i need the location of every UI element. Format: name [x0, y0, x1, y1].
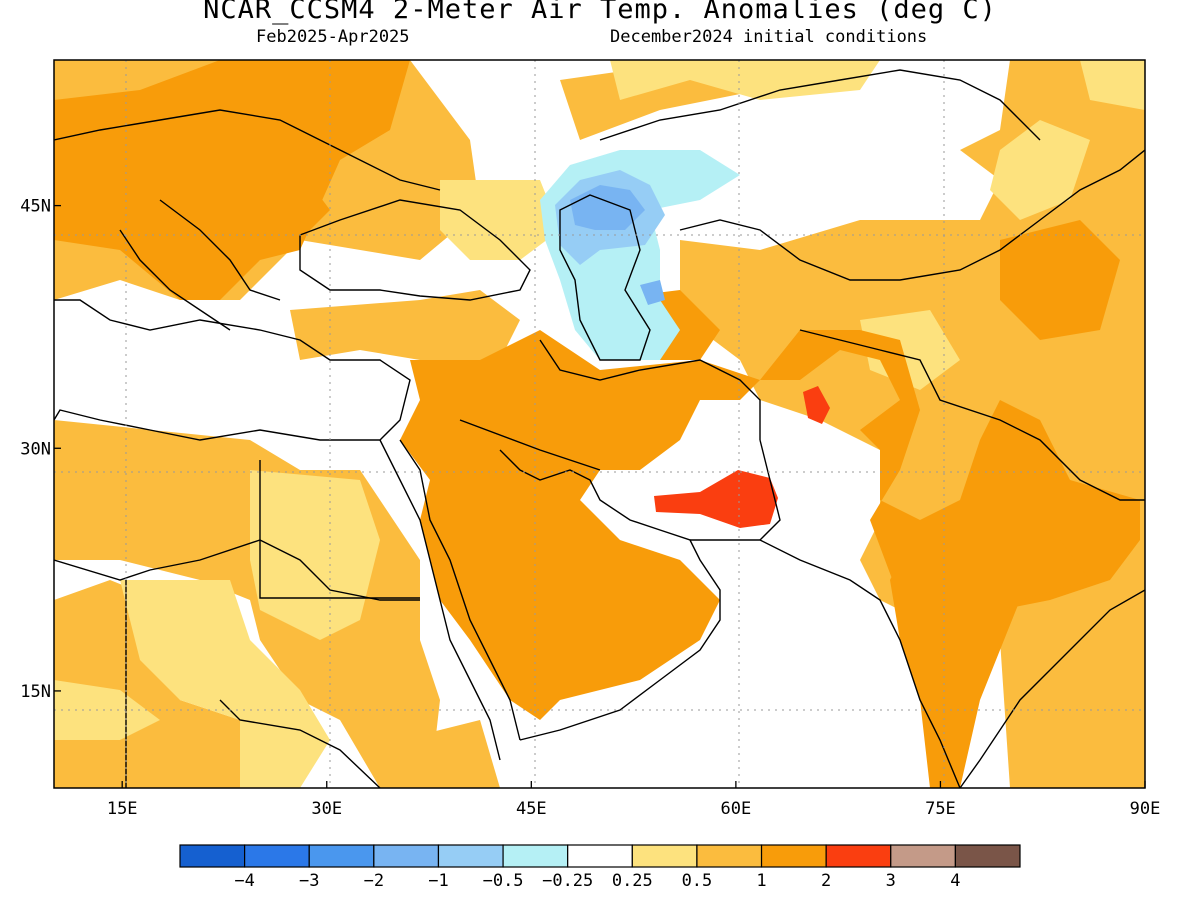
colorbar-label: 3 — [886, 871, 896, 891]
colorbar-swatch — [954, 844, 1021, 868]
colorbar-label: 1 — [756, 871, 766, 891]
lon-tick-label: 30E — [311, 799, 342, 819]
lon-tick-label: 60E — [721, 799, 752, 819]
lon-tick-label: 15E — [107, 799, 138, 819]
colorbar-swatch — [437, 844, 504, 868]
colorbar-swatch — [825, 844, 892, 868]
latitude-axis: 45N 30N 15N — [20, 197, 61, 702]
lon-tick-label: 75E — [925, 799, 956, 819]
colorbar-label: 0.5 — [682, 871, 713, 891]
colorbar-label: −4 — [234, 871, 254, 891]
map-frame — [53, 59, 1146, 789]
forecast-period: Feb2025-Apr2025 — [256, 27, 410, 47]
colorbar-swatch — [502, 844, 569, 868]
lat-tick-label: 30N — [20, 439, 51, 459]
colorbar-swatch — [696, 844, 763, 868]
colorbar-label: 0.25 — [612, 871, 653, 891]
colorbar-swatch — [244, 844, 310, 868]
graticule — [54, 60, 1145, 788]
colorbar-label: 2 — [821, 871, 831, 891]
colorbar-label: −3 — [299, 871, 319, 891]
map-plot — [54, 60, 1145, 788]
colorbar-swatch — [373, 844, 440, 868]
colorbar-swatch — [890, 844, 956, 868]
colorbar-swatch — [631, 844, 698, 868]
colorbar-swatch — [308, 844, 375, 868]
colorbar-label: −0.25 — [542, 871, 593, 891]
colorbar-swatch — [179, 844, 246, 868]
initial-conditions: December2024 initial conditions — [610, 27, 928, 47]
lon-tick-label: 90E — [1130, 799, 1161, 819]
colorbar: −4 −3 −2 −1 −0.5 −0.25 0.25 0.5 1 2 3 4 — [179, 844, 1021, 891]
longitude-axis: 15E 30E 45E 60E 75E 90E — [107, 781, 1161, 819]
colorbar-label: −2 — [364, 871, 384, 891]
colorbar-label: −0.5 — [483, 871, 524, 891]
map-title: NCAR_CCSM4 2-Meter Air Temp. Anomalies (… — [203, 0, 997, 25]
colorbar-label: 4 — [950, 871, 960, 891]
colorbar-swatch — [567, 844, 633, 868]
coastlines — [54, 69, 1145, 788]
colorbar-label: −1 — [428, 871, 448, 891]
lat-tick-label: 45N — [20, 197, 51, 217]
colorbar-swatch — [760, 844, 827, 868]
lat-tick-label: 15N — [20, 682, 51, 702]
lon-tick-label: 45E — [516, 799, 547, 819]
anomaly-2-3-region — [654, 386, 830, 528]
